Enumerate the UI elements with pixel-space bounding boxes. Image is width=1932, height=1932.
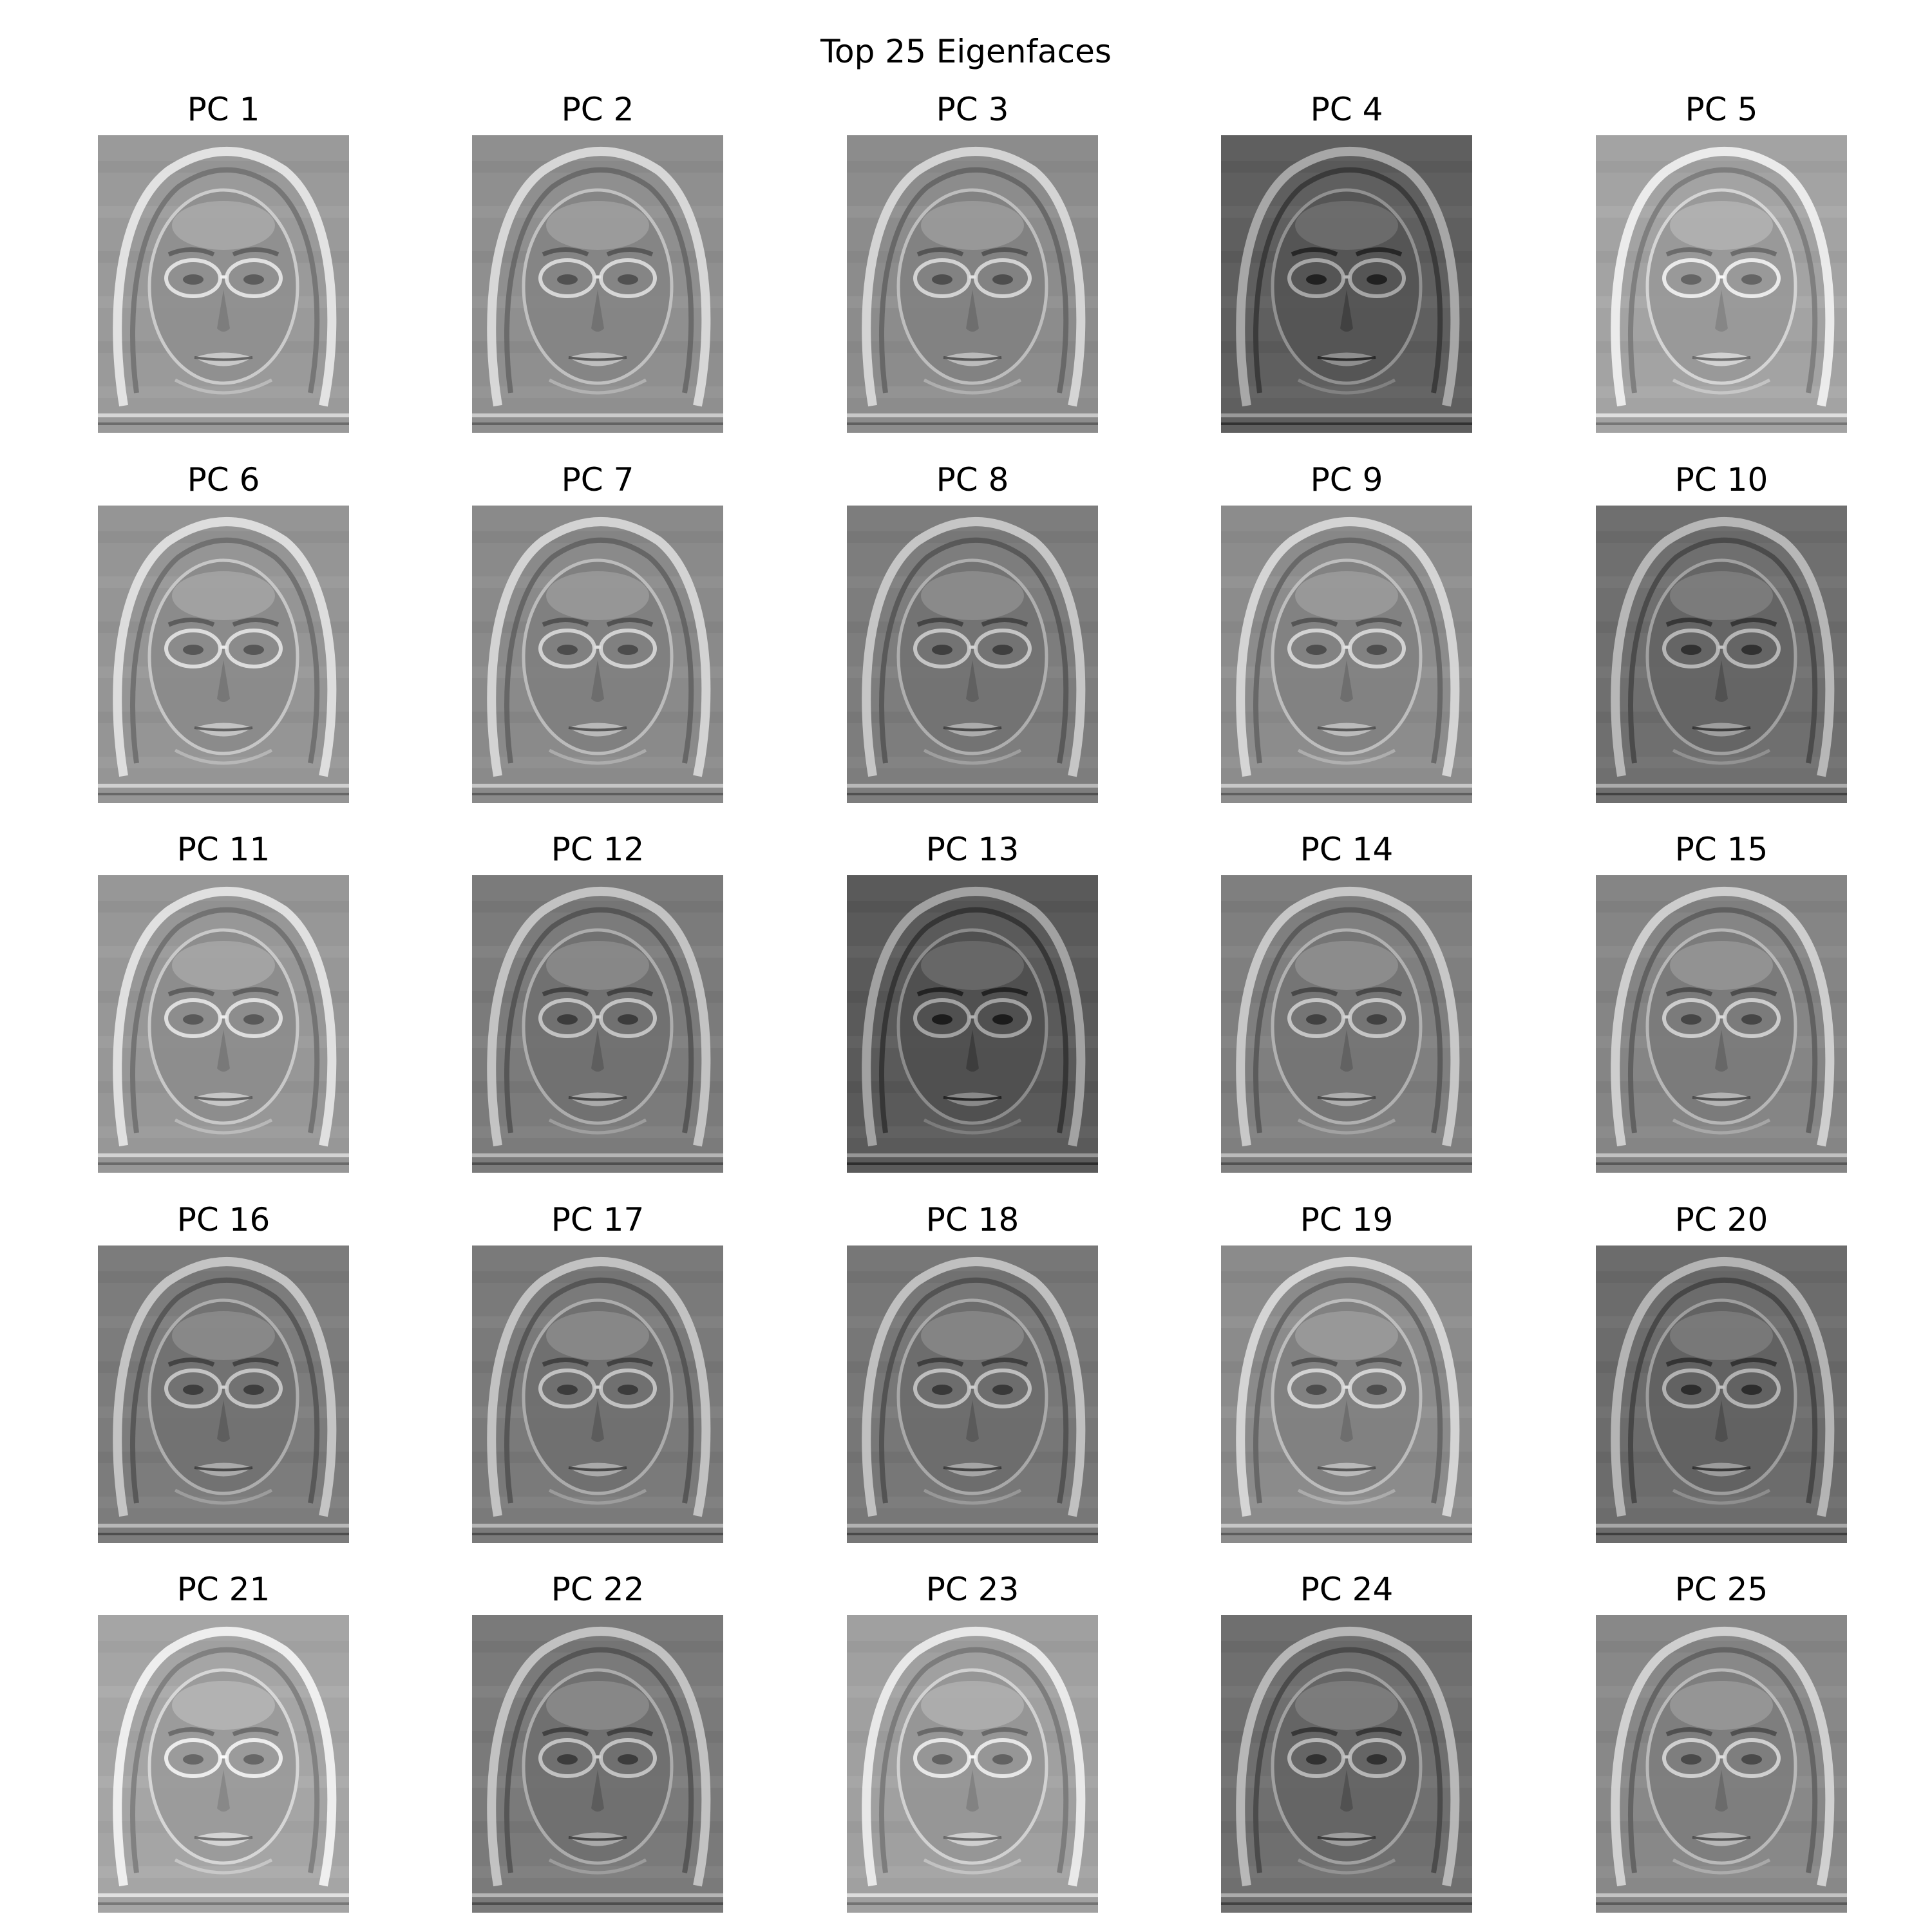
panel-title: PC 13 [925,831,1019,868]
panel-title: PC 11 [176,831,270,868]
panel-title: PC 15 [1674,831,1768,868]
panel-title: PC 5 [1685,91,1758,128]
eigenface-image [472,506,723,803]
panel-title: PC 25 [1674,1571,1768,1608]
eigenface-image [98,135,349,433]
eigenface-panel: PC 23 [847,1570,1098,1913]
eigenface-panel: PC 16 [98,1200,349,1543]
panel-title: PC 7 [561,461,634,498]
panel-title: PC 23 [925,1571,1019,1608]
panel-title: PC 3 [936,91,1009,128]
eigenface-image [98,875,349,1173]
eigenface-panel: PC 9 [1221,460,1472,803]
eigenface-panel: PC 4 [1221,90,1472,433]
eigenface-image [1596,875,1847,1173]
eigenface-panel: PC 12 [472,830,723,1173]
eigenface-image [1596,1615,1847,1913]
panel-title: PC 6 [187,461,260,498]
eigenface-image [98,1245,349,1543]
eigenface-image [847,1245,1098,1543]
figure-title: Top 25 Eigenfaces [820,33,1112,70]
eigenface-panel: PC 2 [472,90,723,433]
panel-title: PC 21 [176,1571,270,1608]
panel-title: PC 18 [925,1201,1019,1238]
eigenface-image [472,1245,723,1543]
panel-title: PC 12 [551,831,645,868]
eigenface-image [472,875,723,1173]
eigenface-panel: PC 22 [472,1570,723,1913]
panel-title: PC 20 [1674,1201,1768,1238]
eigenface-panel: PC 5 [1596,90,1847,433]
eigenface-image [847,135,1098,433]
eigenface-panel: PC 11 [98,830,349,1173]
panel-title: PC 1 [187,91,260,128]
eigenface-panel: PC 21 [98,1570,349,1913]
eigenface-image [1221,1245,1472,1543]
eigenface-image [1221,506,1472,803]
eigenface-image [472,135,723,433]
eigenface-panel: PC 17 [472,1200,723,1543]
eigenface-panel: PC 1 [98,90,349,433]
eigenface-panel: PC 8 [847,460,1098,803]
panel-title: PC 19 [1300,1201,1394,1238]
panel-title: PC 9 [1310,461,1383,498]
eigenface-image [1221,1615,1472,1913]
panel-title: PC 24 [1300,1571,1394,1608]
panel-title: PC 4 [1310,91,1383,128]
eigenface-image [1596,135,1847,433]
eigenface-panel: PC 6 [98,460,349,803]
eigenface-panel: PC 20 [1596,1200,1847,1543]
eigenface-image [847,1615,1098,1913]
eigenface-image [98,506,349,803]
eigenface-panel: PC 7 [472,460,723,803]
eigenface-panel: PC 10 [1596,460,1847,803]
panel-title: PC 10 [1674,461,1768,498]
eigenface-panel: PC 13 [847,830,1098,1173]
eigenface-panel: PC 3 [847,90,1098,433]
eigenface-panel: PC 19 [1221,1200,1472,1543]
eigenface-panel: PC 25 [1596,1570,1847,1913]
eigenface-panel: PC 18 [847,1200,1098,1543]
eigenface-image [472,1615,723,1913]
panel-title: PC 17 [551,1201,645,1238]
eigenface-panel: PC 14 [1221,830,1472,1173]
eigenface-image [1221,135,1472,433]
panel-title: PC 14 [1300,831,1394,868]
eigenface-image [98,1615,349,1913]
panel-title: PC 22 [551,1571,645,1608]
panel-title: PC 16 [176,1201,270,1238]
eigenface-image [1221,875,1472,1173]
eigenface-image [1596,1245,1847,1543]
panel-title: PC 2 [561,91,634,128]
eigenface-image [847,506,1098,803]
panel-title: PC 8 [936,461,1009,498]
eigenface-panel: PC 15 [1596,830,1847,1173]
eigenface-image [1596,506,1847,803]
eigenface-panel: PC 24 [1221,1570,1472,1913]
eigenface-image [847,875,1098,1173]
